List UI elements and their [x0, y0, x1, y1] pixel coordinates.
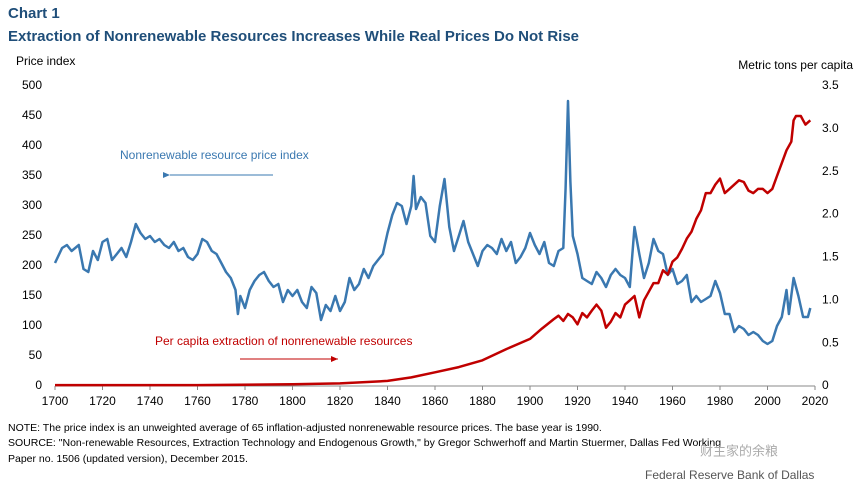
x-tick-label: 1760: [184, 394, 211, 408]
data-line: [55, 114, 812, 387]
y-tick-label: 250: [22, 228, 42, 242]
x-tick-label: 1720: [89, 394, 116, 408]
y-tick-label: 200: [22, 258, 42, 272]
x-tick-label: 2020: [802, 394, 829, 408]
y2-tick-label: 2.0: [822, 207, 839, 221]
y2-tick-label: 0: [822, 378, 829, 392]
note: NOTE: The price index is an unweighted a…: [8, 422, 602, 434]
y2-tick-label: 1.0: [822, 292, 839, 306]
y-tick-label: 500: [22, 78, 42, 92]
x-tick-label: 1780: [232, 394, 259, 408]
x-tick-label: 1860: [422, 394, 449, 408]
chart-title: Extraction of Nonrenewable Resources Inc…: [8, 28, 579, 45]
y2-tick-label: 3.5: [822, 78, 839, 92]
x-tick-label: 1940: [612, 394, 639, 408]
credit: Federal Reserve Bank of Dallas: [645, 468, 814, 482]
x-tick-label: 1900: [517, 394, 544, 408]
y-tick-label: 50: [29, 348, 43, 362]
y2-tick-label: 0.5: [822, 335, 839, 349]
watermark: 财主家的余粮: [700, 443, 778, 458]
note: SOURCE: "Non-renewable Resources, Extrac…: [8, 437, 721, 449]
x-tick-label: 1960: [659, 394, 686, 408]
data-line: [53, 99, 812, 346]
x-tick-label: 2000: [754, 394, 781, 408]
y2-tick-label: 3.0: [822, 121, 839, 135]
y2-tick-label: 1.5: [822, 250, 839, 264]
note: Paper no. 1506 (updated version), Decemb…: [8, 453, 248, 465]
x-tick-label: 1980: [707, 394, 734, 408]
x-tick-label: 1800: [279, 394, 306, 408]
y2-tick-label: 2.5: [822, 164, 839, 178]
x-tick-label: 1740: [137, 394, 164, 408]
annotation: Nonrenewable resource price index: [120, 148, 309, 162]
y-tick-label: 350: [22, 168, 42, 182]
x-tick-label: 1840: [374, 394, 401, 408]
y-tick-label: 400: [22, 138, 42, 152]
y-tick-label: 100: [22, 318, 42, 332]
x-tick-label: 1920: [564, 394, 591, 408]
x-tick-label: 1700: [42, 394, 69, 408]
y-tick-label: 450: [22, 108, 42, 122]
y-tick-label: 150: [22, 288, 42, 302]
chart-label: Chart 1: [8, 5, 60, 22]
y-axis-label: Price index: [16, 54, 75, 68]
annotation: Per capita extraction of nonrenewable re…: [155, 334, 412, 348]
x-tick-label: 1820: [327, 394, 354, 408]
y-tick-label: 0: [35, 378, 42, 392]
y2-axis-label: Metric tons per capita: [738, 58, 853, 72]
y-tick-label: 300: [22, 198, 42, 212]
x-tick-label: 1880: [469, 394, 496, 408]
